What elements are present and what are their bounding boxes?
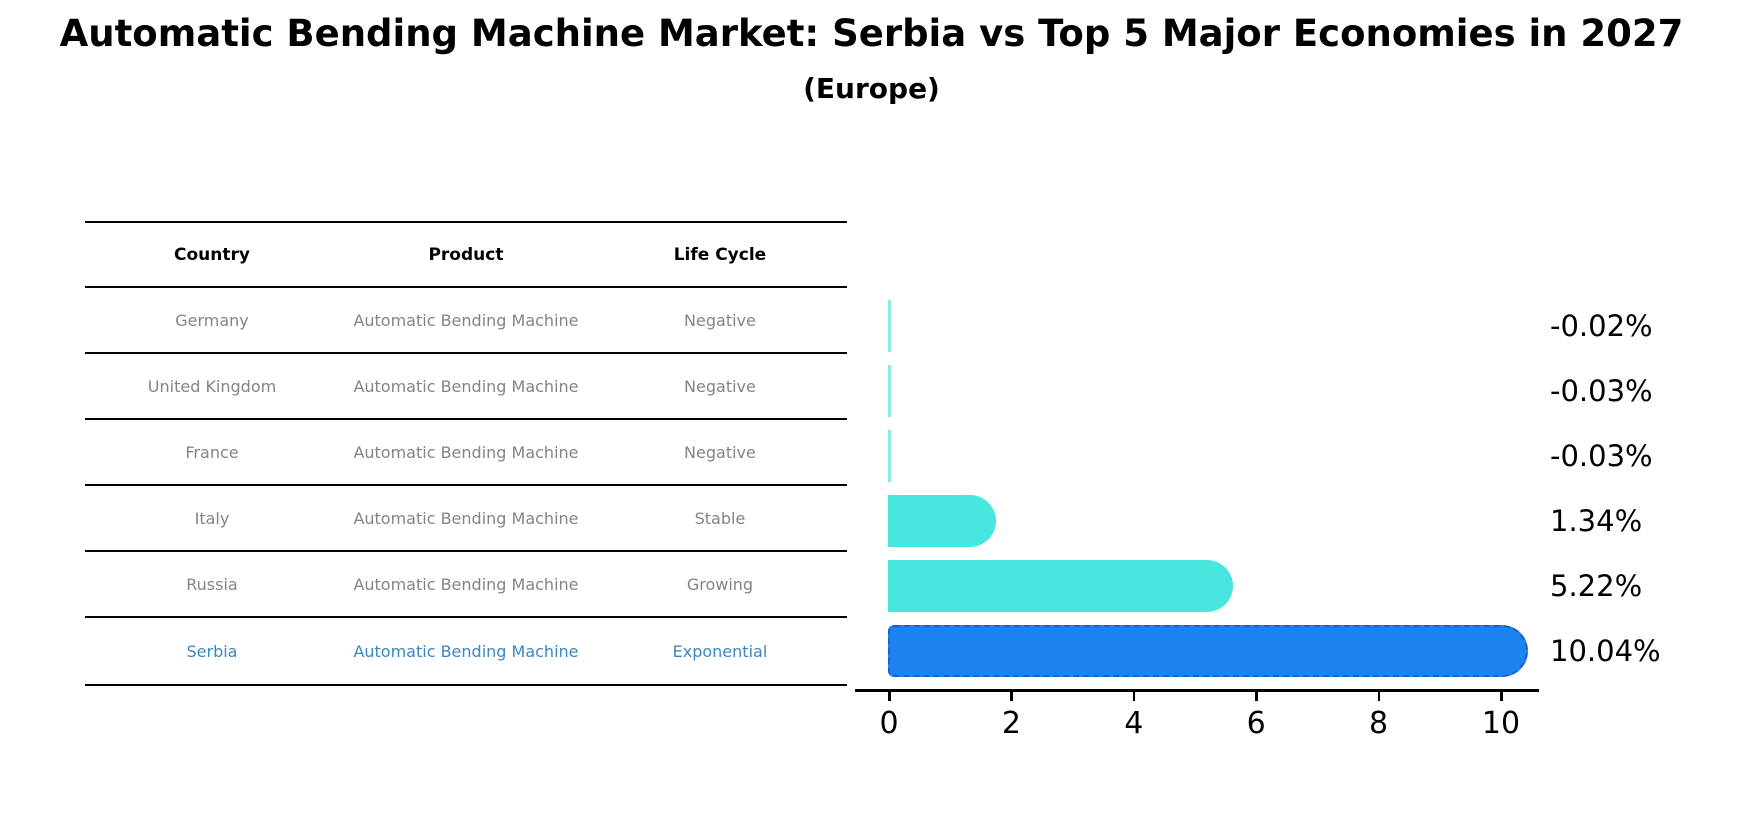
table-row-france: France Automatic Bending Machine Negative [85,420,847,486]
cell-country: France [185,442,239,462]
table-row-united-kingdom: United Kingdom Automatic Bending Machine N… [85,354,847,420]
x-tick-label-4: 4 [1124,706,1144,741]
table-row-germany: Germany Automatic Bending Machine Negative [85,288,847,354]
value-label-germany: -0.02% [1550,309,1653,343]
cell-life-cycle: Negative [684,442,756,462]
table-row-russia: Russia Automatic Bending Machine Growing [85,552,847,618]
cell-life-cycle: Exponential [672,641,768,661]
column-header-life-cycle: Life Cycle [673,244,767,265]
country-table: Country Product Life Cycle Germany Automa… [85,221,847,686]
x-axis-line [855,689,1539,692]
x-tick-label-10: 10 [1481,706,1521,741]
column-header-product: Product [428,244,504,265]
bar-germany [888,300,891,352]
x-tick-4 [1132,692,1136,701]
value-label-russia: 5.22% [1550,569,1643,603]
cell-life-cycle: Stable [694,508,746,528]
bar-serbia [888,625,1529,677]
cell-product: Automatic Bending Machine [353,508,579,528]
cell-country: Russia [186,574,238,594]
chart-title: Automatic Bending Machine Market: Serbia… [59,12,1684,55]
table-row-serbia: Serbia Automatic Bending Machine Exponenti… [85,618,847,684]
chart-subtitle: (Europe) [803,72,940,105]
x-tick-0 [888,692,891,701]
bar-france [888,430,891,482]
table-row-italy: Italy Automatic Bending Machine Stable [85,486,847,552]
x-tick-6 [1255,692,1258,701]
value-label-united-kingdom: -0.03% [1550,374,1653,408]
table-body: Germany Automatic Bending Machine Negative… [85,288,847,684]
table-header-row: Country Product Life Cycle [85,223,847,288]
x-tick-10 [1500,692,1503,701]
value-label-serbia: 10.04% [1550,634,1661,668]
cell-life-cycle: Growing [686,574,754,594]
cell-country: Germany [175,310,249,330]
cell-product: Automatic Bending Machine [353,442,579,462]
value-label-france: -0.03% [1550,439,1653,473]
cell-country: United Kingdom [147,376,277,396]
cell-country: Serbia [186,641,238,661]
cell-product: Automatic Bending Machine [353,310,579,330]
x-tick-label-2: 2 [1001,706,1021,741]
x-tick-label-6: 6 [1246,706,1266,741]
bar-united-kingdom [888,365,891,417]
column-header-country: Country [174,244,250,265]
bar-italy [888,495,996,547]
bar-russia [888,560,1234,612]
value-label-italy: 1.34% [1550,504,1643,538]
cell-life-cycle: Negative [684,376,756,396]
x-tick-8 [1377,692,1381,701]
cell-life-cycle: Negative [684,310,756,330]
cell-product: Automatic Bending Machine [353,641,579,661]
cell-product: Automatic Bending Machine [353,376,579,396]
x-tick-label-0: 0 [879,706,899,741]
cell-country: Italy [194,508,230,528]
x-tick-label-8: 8 [1369,706,1389,741]
cell-product: Automatic Bending Machine [353,574,579,594]
x-tick-2 [1010,692,1013,701]
